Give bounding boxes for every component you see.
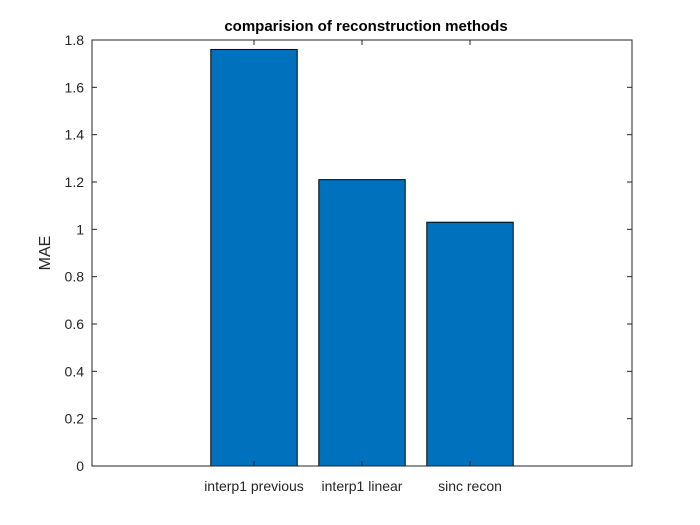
chart-title: comparision of reconstruction methods — [224, 18, 507, 35]
y-tick-label: 0 — [76, 458, 84, 474]
x-tick-label: sinc recon — [438, 478, 502, 494]
bars-layer — [210, 48, 514, 467]
y-tick-label: 1.2 — [65, 174, 85, 190]
y-tick-label: 0.4 — [65, 363, 85, 379]
y-tick-label: 0.2 — [65, 411, 85, 427]
x-tick-label: interp1 previous — [204, 478, 304, 494]
y-tick-label: 1.4 — [65, 127, 85, 143]
axes-layer: interp1 previous interp1 linear sinc recon… — [65, 32, 633, 494]
x-tick-label: interp1 linear — [322, 478, 403, 494]
y-tick-label: 0.6 — [65, 316, 85, 332]
y-tick-label: 1.8 — [65, 32, 85, 48]
y-tick-label: 1.6 — [65, 79, 85, 95]
y-tick-label: 1 — [76, 221, 84, 237]
axes-box — [91, 39, 633, 467]
y-axis-label: MAE — [37, 236, 54, 271]
bar-interp1-linear — [318, 179, 406, 467]
bar-interp1-previous — [210, 48, 298, 467]
y-tick-label: 0.8 — [65, 269, 85, 285]
bar-sinc-recon — [426, 221, 514, 467]
